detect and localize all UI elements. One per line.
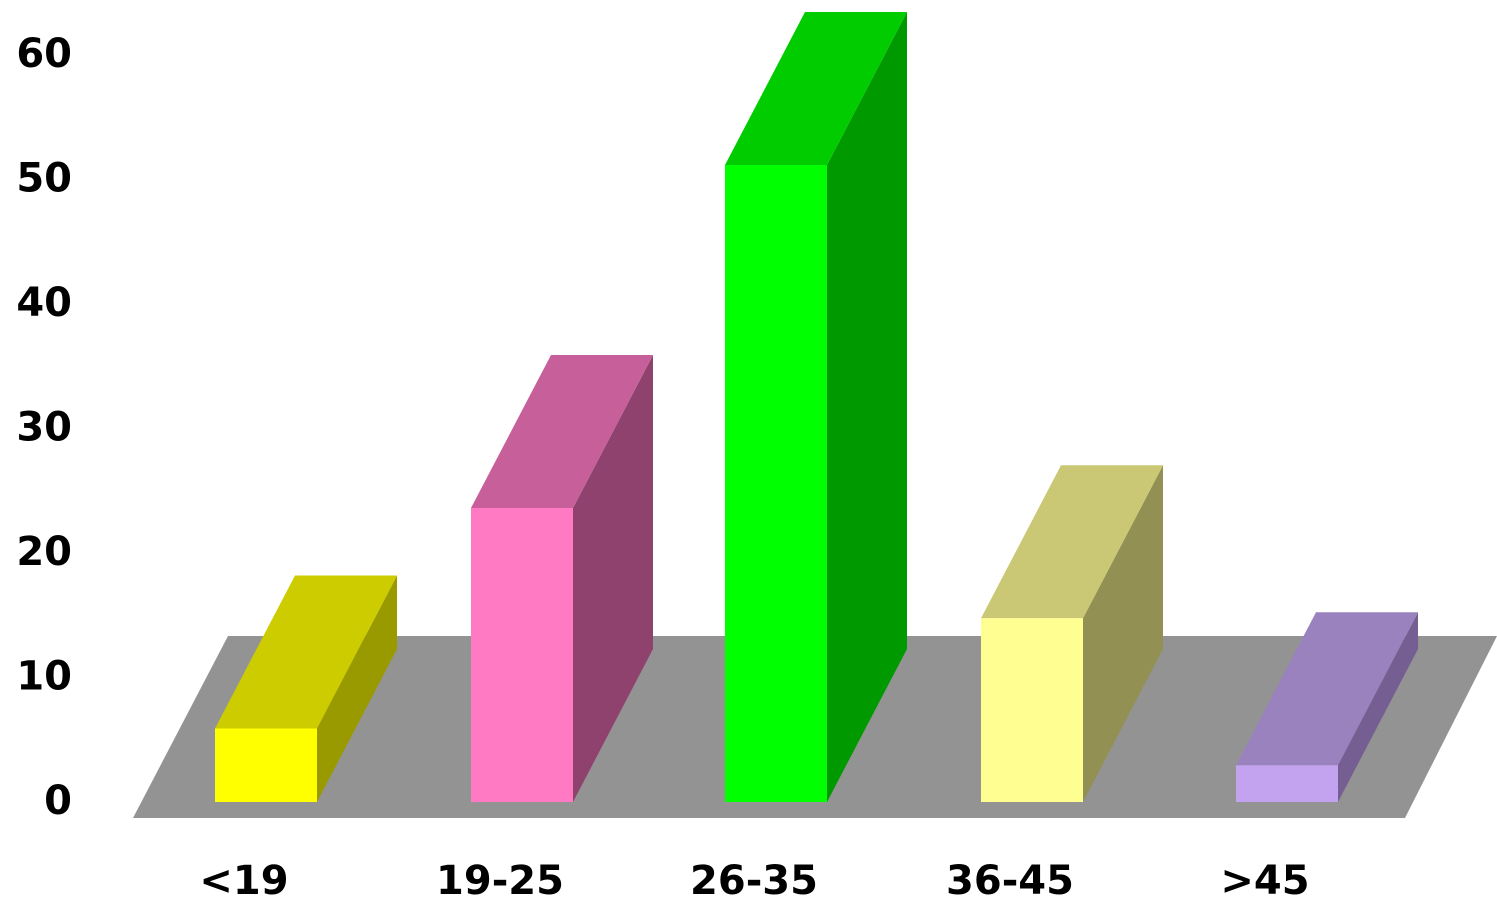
y-tick-label: 60 <box>16 31 72 77</box>
x-category-label: >45 <box>1220 858 1309 902</box>
bar-front <box>1236 765 1338 802</box>
x-axis: <19 19-25 26-35 36-45 >45 <box>199 858 1309 902</box>
y-tick-label: 0 <box>44 778 72 824</box>
bar-front <box>215 729 317 803</box>
x-category-label: 26-35 <box>690 858 818 902</box>
bar-front <box>471 508 573 802</box>
y-tick-label: 30 <box>16 405 72 451</box>
bar-front <box>981 618 1083 802</box>
y-tick-label: 40 <box>16 280 72 326</box>
bar <box>725 12 907 802</box>
x-category-label: <19 <box>199 858 288 902</box>
bar-front <box>725 165 827 802</box>
y-tick-label: 50 <box>16 156 72 202</box>
y-axis: 0 10 20 30 40 50 60 <box>16 31 72 824</box>
y-tick-label: 20 <box>16 529 72 575</box>
x-category-label: 19-25 <box>436 858 564 902</box>
y-tick-label: 10 <box>16 654 72 700</box>
x-category-label: 36-45 <box>946 858 1074 902</box>
